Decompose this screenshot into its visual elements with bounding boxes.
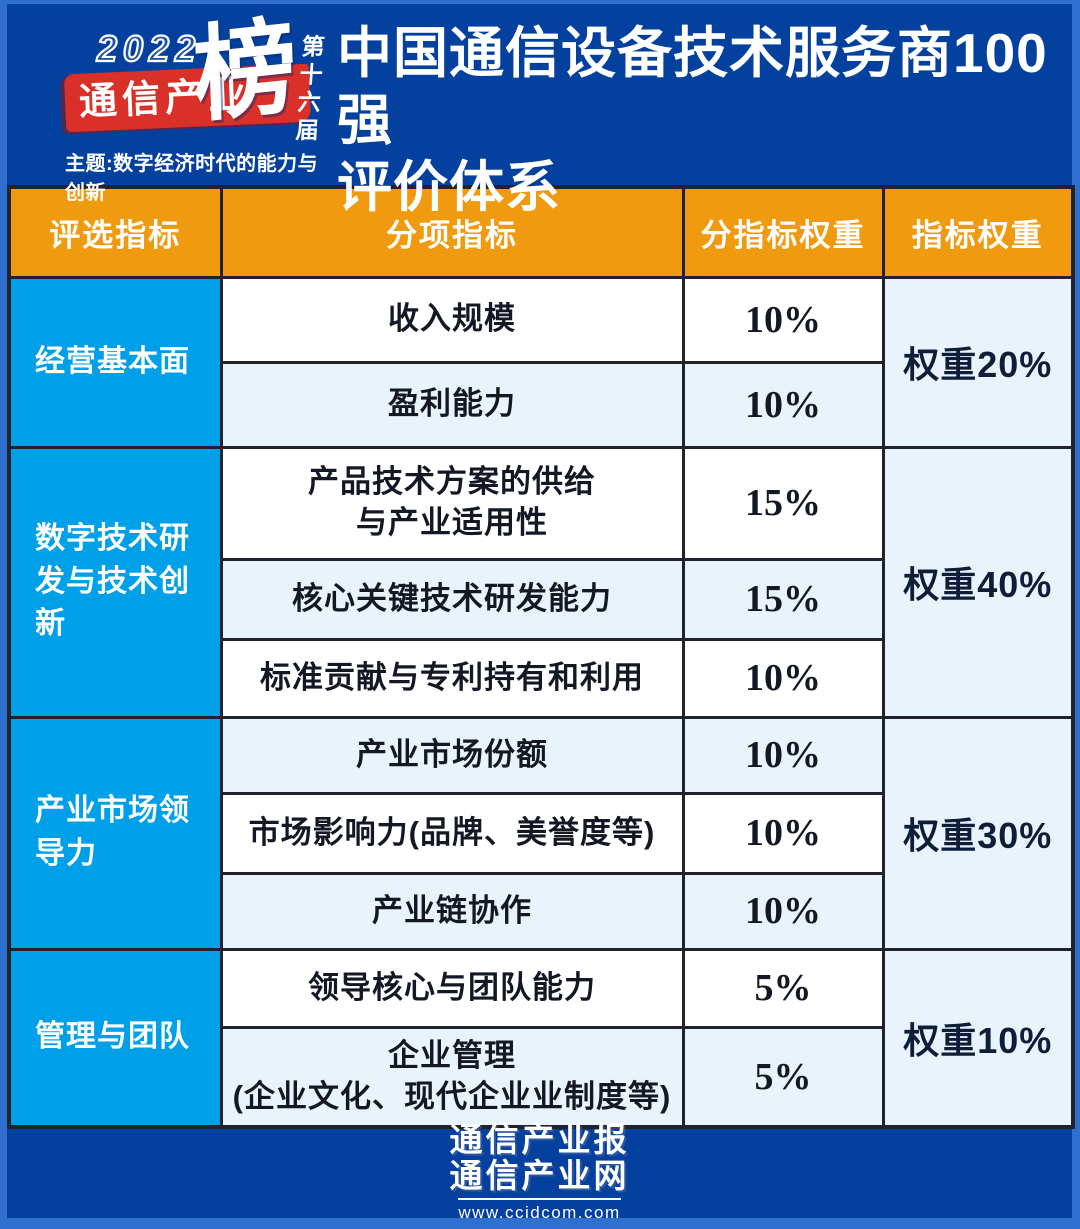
sub-indicator-cell: 产品技术方案的供给 与产业适用性 [219,445,685,561]
title-line-2: 评价体系 [337,156,562,218]
logo-bang-character: 榜 [191,8,299,136]
logo-theme: 主题:数字经济时代的能力与创新 [65,153,319,204]
table-row: 盈利能力 10% [9,360,1073,449]
sub-indicator-label: 产业链协作 [372,892,532,928]
column-header-weight: 指标权重 [881,185,1075,279]
masthead: 2022 通信产业 榜 第十六届 主题:数字经济时代的能力与创新 中国通信设备技… [7,4,1072,218]
group-weight-cell: 权重20% [881,275,1075,449]
sub-indicator-label-line2: 与产业适用性 [356,505,548,540]
sub-indicator-label: 产业市场份额 [356,736,548,772]
group-weight-cell: 权重30% [881,715,1075,951]
sub-weight-cell: 10% [681,637,885,719]
logo-year: 2022 [96,27,202,70]
sub-weight-cell: 5% [681,947,885,1029]
sub-indicator-label: 核心关键技术研发能力 [292,580,612,616]
category-cell: 管理与团队 [7,947,223,1129]
sub-weight-cell: 10% [681,715,885,795]
sub-weight-cell: 15% [681,557,885,641]
footer: 通信产业报 通信产业网 www.ccidcom.com [7,1120,1072,1222]
column-header-sub-weight: 分指标权重 [681,185,885,279]
sub-weight-cell: 15% [681,445,885,561]
table-wrap: 评选指标 分项指标 分指标权重 指标权重 经营基本面 收入规模 10% 权重20… [7,185,1075,1129]
sub-indicator-cell: 核心关键技术研发能力 [219,557,685,641]
sub-indicator-cell: 企业管理 (企业文化、现代企业业制度等) [219,1025,685,1129]
sub-indicator-label: 企业管理 [388,1037,516,1073]
sub-weight-cell: 10% [681,360,885,449]
page: 2022 通信产业 榜 第十六届 主题:数字经济时代的能力与创新 中国通信设备技… [7,4,1075,1222]
category-cell: 经营基本面 [7,275,223,449]
table-row: 企业管理 (企业文化、现代企业业制度等) 5% [9,1025,1073,1129]
header-row: 评选指标 分项指标 分指标权重 指标权重 [7,185,1075,279]
sub-indicator-cell: 收入规模 [219,275,685,364]
award-logo: 2022 通信产业 榜 第十六届 主题:数字经济时代的能力与创新 [35,8,335,204]
sub-indicator-label-line2: (企业文化、现代企业业制度等) [232,1078,672,1114]
sub-weight-cell: 10% [681,275,885,364]
sub-indicator-label: 市场影响力(品牌、美誉度等) [248,814,656,850]
group-weight-cell: 权重40% [881,445,1075,719]
category-cell: 产业市场领导力 [7,715,223,951]
sub-weight-cell: 10% [681,791,885,875]
sub-indicator-cell: 产业市场份额 [219,715,685,795]
logo-edition: 第十六届 [291,34,326,146]
page-title: 中国通信设备技术服务商100强 评价体系 [337,20,1068,221]
sub-indicator-label: 标准贡献与专利持有和利用 [260,659,644,695]
sub-weight-cell: 10% [681,871,885,951]
table-row: 产业市场领导力 产业市场份额 10% 权重30% [7,715,1075,951]
column-header-sub-indicator: 分项指标 [219,185,685,279]
table-row: 管理与团队 领导核心与团队能力 5% 权重10% [7,947,1075,1129]
sub-indicator-label: 产品技术方案的供给 [308,464,596,500]
table-row: 核心关键技术研发能力 15% [9,557,1073,641]
category-cell: 数字技术研发与技术创新 [7,445,223,719]
table-row: 数字技术研发与技术创新 产品技术方案的供给 与产业适用性 15% 权重40% [7,445,1075,719]
sub-indicator-cell: 产业链协作 [219,871,685,951]
sub-indicator-label: 收入规模 [388,301,516,337]
table-row: 经营基本面 收入规模 10% 权重20% [7,275,1075,449]
sub-indicator-cell: 盈利能力 [219,360,685,449]
column-header-category: 评选指标 [7,185,223,279]
sub-indicator-label: 盈利能力 [388,386,516,422]
footer-url: www.ccidcom.com [458,1197,621,1223]
sub-indicator-cell: 领导核心与团队能力 [219,947,685,1029]
table-row: 市场影响力(品牌、美誉度等) 10% [9,791,1073,875]
sub-weight-cell: 5% [681,1025,885,1129]
footer-brand-line2: 通信产业网 [449,1156,630,1194]
evaluation-table: 评选指标 分项指标 分指标权重 指标权重 经营基本面 收入规模 10% 权重20… [7,185,1075,1129]
group-weight-cell: 权重10% [881,947,1075,1129]
sub-indicator-cell: 标准贡献与专利持有和利用 [219,637,685,719]
sub-indicator-cell: 市场影响力(品牌、美誉度等) [219,791,685,875]
title-line-1: 中国通信设备技术服务商100强 [337,22,1048,151]
table-row: 标准贡献与专利持有和利用 10% [9,637,1073,719]
table-row: 产业链协作 10% [9,871,1073,951]
sub-indicator-label: 领导核心与团队能力 [308,969,596,1005]
footer-brand-line1: 通信产业报 [449,1120,630,1158]
